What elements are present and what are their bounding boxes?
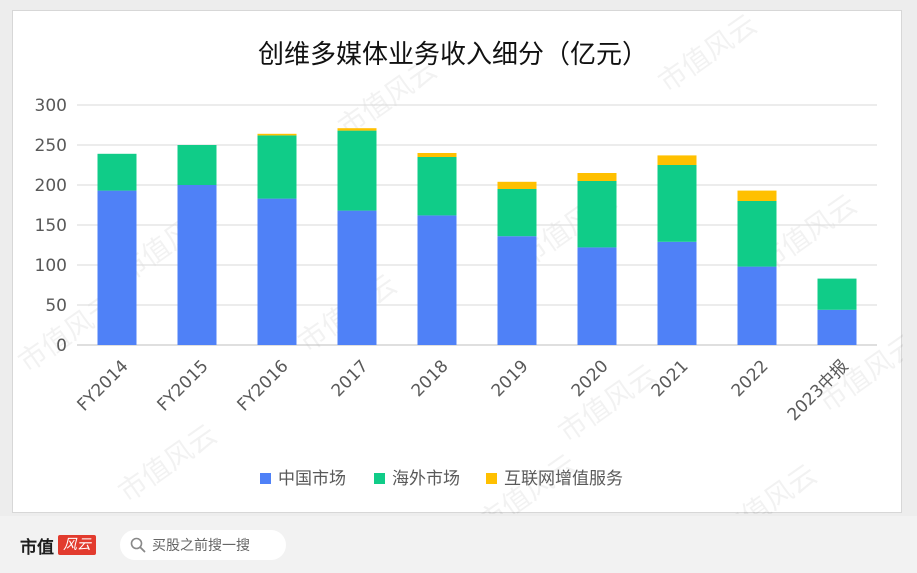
y-tick-label: 300 <box>35 96 67 116</box>
legend-item: 互联网增值服务 <box>486 469 623 489</box>
watermark-text: 市值风云 <box>112 418 223 509</box>
x-tick-label: FY2014 <box>74 356 133 415</box>
bar-segment <box>177 185 217 345</box>
legend-swatch <box>374 473 385 484</box>
bar-segment <box>577 173 617 181</box>
bar-segment <box>257 133 297 136</box>
bar-segment <box>657 241 697 345</box>
x-axis-ticks: FY2014 FY2015 FY2016 2017 2018 2019 2020 2021 20… <box>74 356 853 425</box>
logo-stamp: 风云 <box>58 535 96 555</box>
bar-segment <box>577 247 617 345</box>
y-tick-label: 200 <box>35 176 67 196</box>
bar-segment <box>497 181 537 189</box>
legend: 中国市场 海外市场 互联网增值服务 <box>260 469 623 489</box>
y-tick-label: 150 <box>35 216 67 236</box>
search-box[interactable]: 买股之前搜一搜 <box>120 530 286 560</box>
bar-segment <box>417 215 457 345</box>
y-tick-label: 50 <box>45 296 67 316</box>
x-tick-label: FY2015 <box>154 356 213 415</box>
x-tick-label: 2019 <box>488 356 533 401</box>
logo-text: 市值 <box>20 537 54 558</box>
legend-swatch <box>486 473 497 484</box>
legend-label: 海外市场 <box>392 469 460 489</box>
legend-label: 互联网增值服务 <box>504 469 623 489</box>
bar-segment <box>817 309 857 345</box>
bar-segment <box>817 278 857 310</box>
bar-segment <box>97 153 137 191</box>
bar-segment <box>577 181 617 248</box>
footer-bar: 市值 风云 买股之前搜一搜 <box>0 516 917 573</box>
bar-segment <box>417 153 457 157</box>
x-tick-label: FY2016 <box>234 356 293 415</box>
search-icon <box>130 537 146 553</box>
chart-card: 市值风云 市值风云 市值风云 市值风云 市值风云 市值风云 市值风云 市值风云 市值风云 市值风云… <box>12 8 917 549</box>
legend-item: 中国市场 <box>260 469 346 489</box>
bar-segment <box>337 130 377 211</box>
bar-segment <box>417 157 457 216</box>
brand-logo[interactable]: 市值 风云 <box>20 530 96 560</box>
bar-segment <box>97 190 137 345</box>
y-axis-ticks: 0 50 100 150 200 250 300 <box>35 96 67 356</box>
bar-segment <box>657 165 697 242</box>
x-tick-label: 2018 <box>408 356 453 401</box>
bar-segment <box>337 128 377 131</box>
y-tick-label: 250 <box>35 136 67 156</box>
watermark-text: 市值风云 <box>652 11 763 99</box>
bar-segment <box>737 266 777 345</box>
search-placeholder: 买股之前搜一搜 <box>152 538 250 554</box>
legend-item: 海外市场 <box>374 469 460 489</box>
y-tick-label: 0 <box>56 336 67 356</box>
bar-segment <box>737 201 777 267</box>
x-tick-label: 2017 <box>328 356 373 401</box>
bar-segment <box>337 210 377 345</box>
bar-segment <box>657 155 697 165</box>
bar-segment <box>177 145 217 185</box>
chart-title: 创维多媒体业务收入细分（亿元） <box>258 40 648 70</box>
y-tick-label: 100 <box>35 256 67 276</box>
legend-swatch <box>260 473 271 484</box>
bar-segment <box>737 190 777 201</box>
watermark-text: 市值风云 <box>712 458 823 514</box>
legend-label: 中国市场 <box>278 469 346 489</box>
x-tick-label: 2022 <box>728 356 773 401</box>
bars-layer <box>97 128 857 345</box>
bar-segment <box>257 198 297 345</box>
bar-segment <box>497 236 537 345</box>
bar-segment <box>497 189 537 237</box>
bar-segment <box>257 135 297 199</box>
